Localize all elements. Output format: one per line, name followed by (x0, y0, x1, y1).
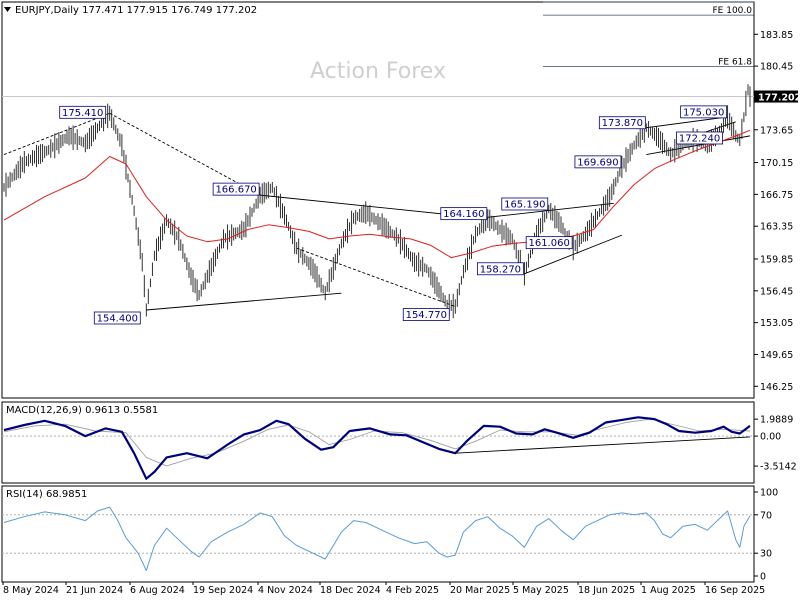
rsi-label: RSI(14) 68.9851 (6, 489, 87, 500)
price-annotation-label: 175.410 (62, 108, 103, 119)
price-y-tick-label: 180.45 (760, 62, 793, 73)
price-trendline (646, 116, 728, 129)
macd-panel-frame (1, 401, 755, 484)
x-tick-label: 21 Jun 2024 (66, 585, 123, 596)
series (3, 84, 751, 571)
price-panel-frame (1, 1, 755, 399)
price-annotation-label: 175.030 (683, 107, 724, 118)
price-annotation-box (59, 105, 107, 119)
price-annotation-box (402, 308, 450, 321)
price-annotation-label: 166.670 (215, 185, 256, 196)
price-y-tick-label: 153.05 (760, 318, 793, 329)
price-y-tick-label: 159.85 (760, 254, 793, 265)
price-y-tick-label: 149.65 (760, 350, 793, 361)
rsi-line (3, 506, 751, 571)
macd-label: MACD(12,26,9) 0.9613 0.5581 (6, 405, 158, 416)
price-annotation-label: 172.240 (679, 133, 720, 144)
price-bars (3, 84, 751, 319)
watermark: Action Forex (310, 59, 446, 84)
price-annotation-box (476, 262, 524, 276)
fib-level-label: FE 61.8 (718, 0, 752, 3)
price-y-tick-label: 170.15 (760, 158, 793, 169)
price-trendline (3, 112, 110, 156)
x-tick-label: 20 Mar 2025 (450, 585, 510, 596)
rsi-y-tick-label: 100 (760, 488, 778, 499)
rsi-y-tick-label: 30 (760, 549, 772, 560)
price-trendline (146, 292, 342, 311)
price-trendline (109, 112, 261, 196)
x-tick-label: 18 Jun 2025 (578, 585, 635, 596)
price-annotation-box (525, 236, 573, 250)
macd-y-tick-label: 0.00 (760, 432, 781, 443)
macd-y-tick-label: -3.5142 (760, 462, 797, 473)
fib-level-label: FE 61.8 (718, 58, 752, 68)
price-y-tick-label: 146.25 (760, 382, 793, 393)
x-tick-label: 5 May 2025 (513, 585, 569, 596)
price-annotation-box (598, 116, 646, 130)
price-y-tick-label: 173.65 (760, 125, 793, 136)
moving-average-line (3, 129, 751, 259)
price-annotation-label: 154.400 (97, 314, 138, 325)
chart-header: EURJPY,Daily 177.471 177.915 176.749 177… (15, 5, 257, 16)
fib-levels: FE 61.8 FE 100.0 FE 61.8 (543, 0, 754, 68)
price-y-tick-label: 156.45 (760, 286, 793, 297)
price-annotation-box (501, 197, 549, 211)
price-annotation-box (680, 105, 728, 119)
x-tick-label: 4 Nov 2024 (258, 585, 313, 596)
price-y-tick-label: 183.85 (760, 30, 793, 41)
fib-level-label: FE 100.0 (713, 6, 753, 16)
x-tick-label: 6 Aug 2024 (130, 585, 185, 596)
macd-y-tick-label: 1.9889 (760, 415, 793, 426)
rsi-y-tick-label: 70 (760, 510, 772, 521)
price-annotation-label: 173.870 (602, 118, 643, 129)
price-trendline (646, 135, 751, 156)
price-y-tick-label: 163.35 (760, 222, 793, 233)
price-annotation-label: 165.190 (504, 199, 545, 210)
current-price-box (754, 90, 798, 103)
x-tick-label: 1 Aug 2025 (641, 585, 696, 596)
x-tick-label: 19 Sep 2024 (193, 585, 253, 596)
price-annotation-box (574, 155, 622, 169)
rsi-y-tick-label: 0 (760, 572, 766, 583)
price-trendline (296, 247, 456, 307)
price-y-tick-label: 166.75 (760, 190, 793, 201)
price-annotation-box (440, 207, 488, 221)
price-annotation-label: 169.690 (577, 157, 618, 168)
panel-frames (1, 1, 755, 583)
macd-main-line (3, 416, 751, 480)
price-annotation-box (93, 311, 141, 325)
macd-signal-line (3, 418, 751, 467)
axes: 146.25 149.65 153.05 156.45 159.85 163.35 166.… (2, 30, 800, 596)
x-tick-label: 16 Sep 2025 (705, 585, 765, 596)
price-annotation-box (676, 131, 723, 145)
x-tick-label: 4 Feb 2025 (386, 585, 439, 596)
price-annotation-label: 164.160 (443, 209, 484, 220)
price-annotation-label: 154.770 (406, 310, 447, 321)
gridlines (2, 96, 754, 554)
price-annotation-label: 161.060 (528, 238, 569, 249)
current-price-label: 177.202 (758, 93, 800, 104)
price-annotation-label: 158.270 (480, 264, 521, 275)
menu-triangle-icon[interactable] (4, 7, 11, 12)
rsi-panel-frame (1, 485, 755, 583)
x-tick-label: 8 May 2024 (3, 585, 59, 596)
price-trendline (475, 202, 614, 220)
price-annotation-box (212, 182, 260, 196)
x-tick-label: 18 Dec 2024 (320, 585, 381, 596)
price-labels: 175.410 166.670 154.400 154.770 164.160 158.2… (59, 105, 728, 325)
macd-trendline (455, 436, 751, 454)
